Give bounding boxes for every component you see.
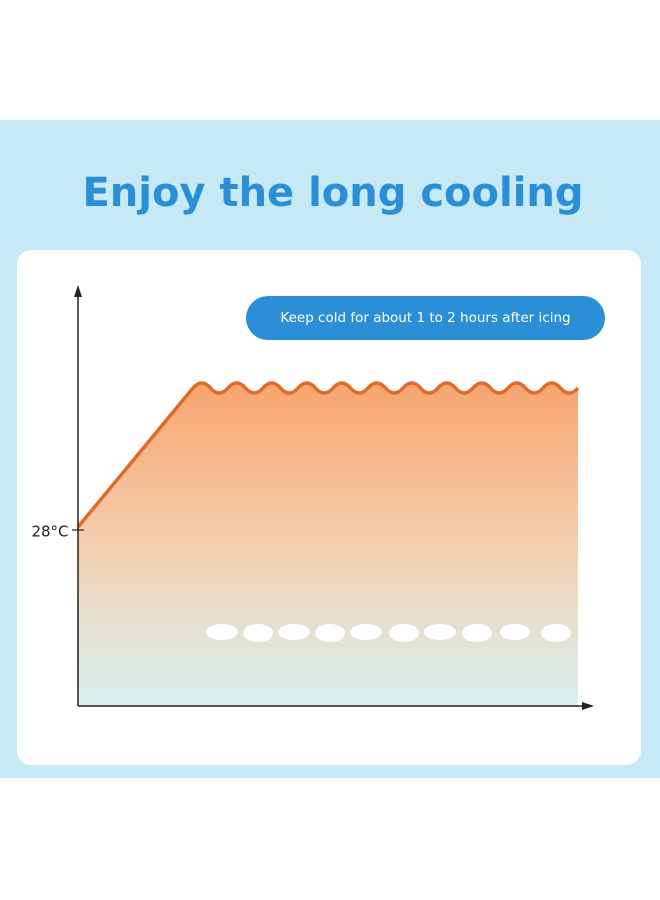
y-axis-arrow xyxy=(74,285,82,297)
temperature-line xyxy=(76,381,580,529)
title: Enjoy the long cooling xyxy=(82,170,583,216)
ice-bumps xyxy=(206,624,571,642)
badge-text: Keep cold for about 1 to 2 hours after i… xyxy=(280,310,570,326)
y-tick-label: 28°C xyxy=(31,523,68,541)
x-axis-arrow xyxy=(582,702,594,710)
temperature-area xyxy=(78,383,578,706)
badge xyxy=(246,296,605,340)
